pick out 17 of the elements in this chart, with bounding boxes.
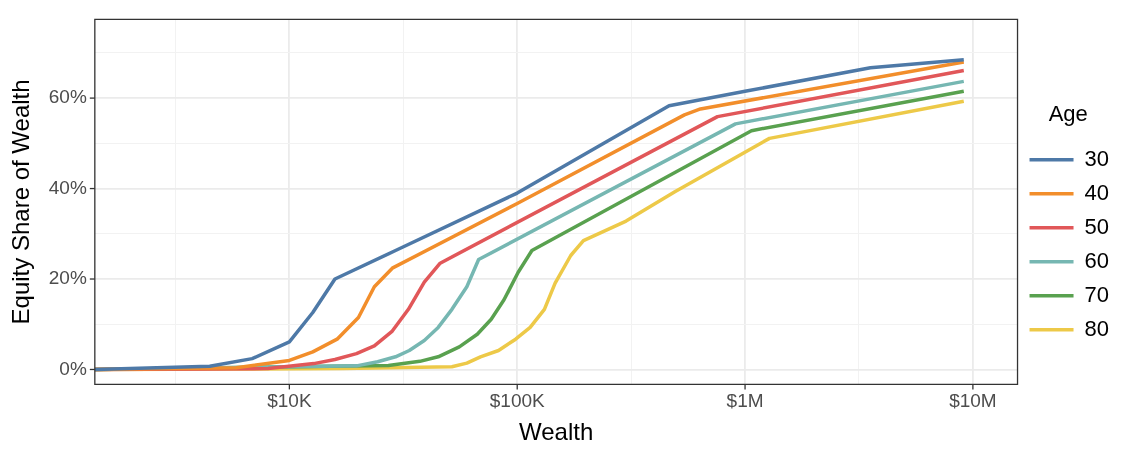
legend-label: 70 — [1084, 281, 1110, 307]
x-axis-title: Wealth — [519, 418, 594, 446]
legend-label: 50 — [1084, 213, 1110, 239]
legend-label: 60 — [1084, 247, 1110, 273]
y-tick-label: 0% — [59, 357, 87, 379]
y-axis-title: Equity Share of Wealth — [7, 79, 35, 325]
legend-label: 30 — [1084, 145, 1110, 171]
y-tick-label: 40% — [48, 176, 87, 198]
legend-label: 80 — [1084, 315, 1110, 341]
x-tick-label: $1M — [726, 390, 764, 412]
x-tick-label: $100K — [489, 390, 546, 412]
legend-label: 40 — [1084, 179, 1110, 205]
x-tick-label: $10K — [267, 390, 312, 412]
legend-title: Age — [1048, 101, 1088, 127]
y-tick-label: 20% — [48, 267, 87, 289]
y-tick-label: 60% — [48, 86, 87, 108]
x-tick-label: $10M — [949, 390, 997, 412]
